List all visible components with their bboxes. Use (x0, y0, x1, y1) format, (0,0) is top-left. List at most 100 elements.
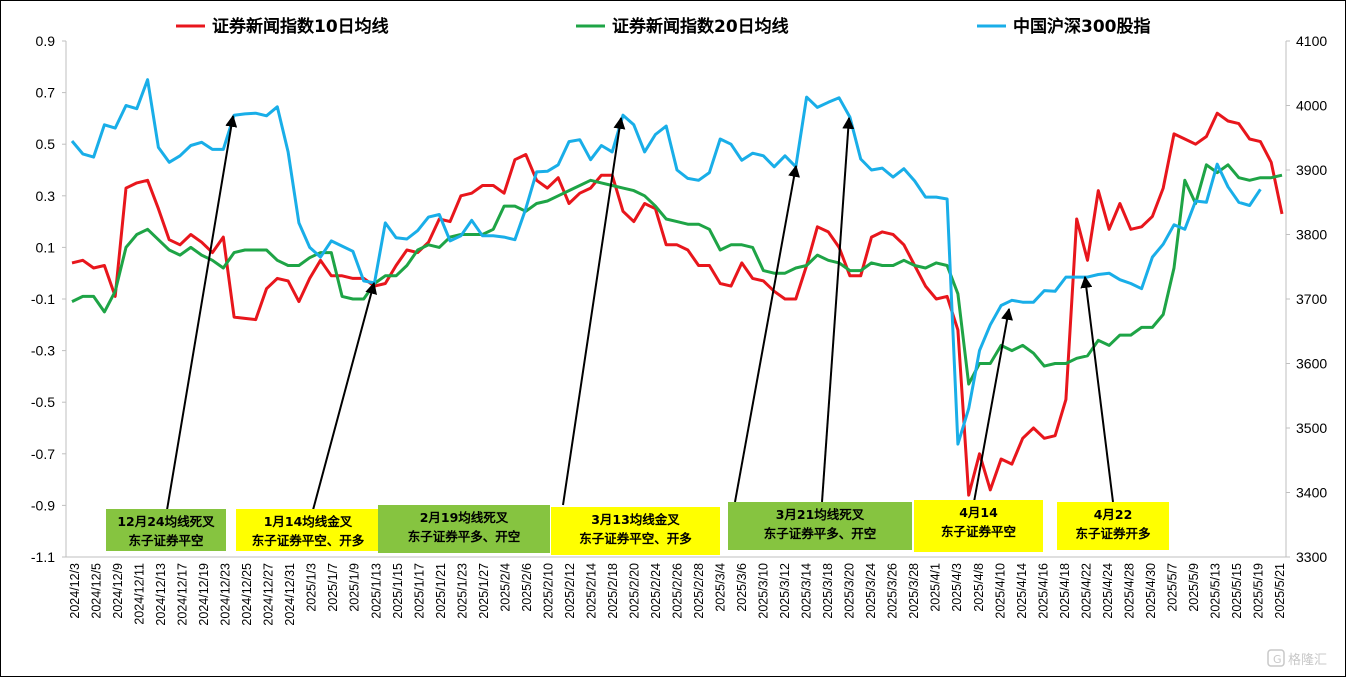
annotation-arrow (821, 116, 855, 503)
x-tick-label: 2024/12/27 (262, 563, 276, 626)
annotation-text: 12月24均线死叉 (117, 514, 215, 529)
x-tick-label: 2025/4/8 (972, 563, 986, 612)
annotation-text: 4月14 (959, 505, 998, 520)
annotation-text: 东子证券平空、开多 (252, 533, 365, 548)
x-tick-label: 2025/2/14 (584, 563, 598, 619)
x-tick-label: 2025/1/17 (412, 563, 426, 619)
x-tick-label: 2025/4/14 (1015, 563, 1029, 619)
plot-area (70, 78, 1284, 497)
watermark-logo-icon (1267, 649, 1285, 667)
watermark: G 格隆汇 (1267, 649, 1327, 668)
x-tick-label: 2024/12/13 (154, 563, 168, 626)
x-tick-label: 2025/4/1 (929, 563, 943, 612)
y-axis-left: 0.9 0.7 0.5 0.3 0.1 -0.1 -0.3 -0.5 -0.7 -0.9 -1.1 (31, 33, 67, 565)
x-tick-label: 2025/1/13 (369, 563, 383, 619)
x-tick-label: 2025/3/20 (843, 563, 857, 619)
x-tick-label: 2025/5/21 (1273, 563, 1287, 619)
annotation-text: 东子证券开多 (1075, 526, 1151, 541)
x-tick-label: 2024/12/23 (219, 563, 233, 626)
y-left-tick-label: 0.5 (36, 136, 56, 152)
y-left-tick-label: -0.9 (31, 497, 55, 513)
x-tick-label: 2024/12/25 (240, 563, 254, 626)
x-tick-label: 2024/12/17 (176, 563, 190, 626)
series-line-2 (70, 78, 1262, 446)
annotation-text: 4月22 (1094, 507, 1133, 522)
y-right-tick-label: 3900 (1296, 162, 1327, 178)
x-tick-label: 2025/4/24 (1101, 563, 1115, 619)
y-left-tick-label: 0.9 (36, 33, 56, 49)
annotation-text: 3月21均线死叉 (776, 507, 865, 522)
x-tick-label: 2025/4/16 (1036, 563, 1050, 619)
x-tick-label: 2025/2/10 (541, 563, 555, 619)
annotation-text: 2月19均线死叉 (420, 510, 509, 525)
y-left-tick-label: -0.1 (31, 291, 55, 307)
x-tick-label: 2025/1/7 (326, 563, 340, 612)
x-tick-label: 2025/2/24 (649, 563, 663, 619)
annotation-arrow (312, 281, 377, 511)
x-tick-label: 2025/3/28 (907, 563, 921, 619)
legend-label: 中国沪深300股指 (1013, 16, 1151, 37)
x-tick-label: 2025/5/19 (1251, 563, 1265, 619)
x-tick-label: 2025/3/6 (735, 563, 749, 612)
x-tick-label: 2025/2/6 (520, 563, 534, 612)
x-tick-label: 2025/1/21 (434, 563, 448, 619)
series-line-0 (71, 111, 1284, 497)
y-right-tick-label: 4100 (1296, 33, 1327, 49)
annotation-box (914, 500, 1043, 552)
y-axis-right: 4100 4000 3900 3800 3700 3600 3500 3400 3300 (1285, 33, 1327, 565)
annotation-arrow (973, 307, 1013, 503)
annotation-text: 东子证券平空、开多 (579, 531, 692, 546)
annotation-arrow (734, 164, 800, 503)
x-tick-label: 2025/5/9 (1187, 563, 1201, 612)
x-axis: 2024/12/3 2024/12/5 2024/12/9 2024/12/11 202… (66, 556, 1287, 626)
x-tick-label: 2025/1/27 (477, 563, 491, 619)
x-tick-label: 2025/5/7 (1165, 563, 1179, 612)
x-tick-label: 2024/12/9 (111, 563, 125, 619)
x-tick-label: 2025/4/10 (993, 563, 1007, 619)
x-tick-label: 2025/4/3 (950, 563, 964, 612)
x-tick-label: 2025/3/12 (778, 563, 792, 619)
x-tick-label: 2025/4/28 (1122, 563, 1136, 619)
x-tick-label: 2025/3/18 (821, 563, 835, 619)
annotation-text: 1月14均线金叉 (264, 514, 353, 529)
y-right-tick-label: 3400 (1296, 485, 1327, 501)
annotation-box (236, 509, 380, 551)
watermark-logo-glyph: G (1273, 653, 1282, 666)
annotation-box (378, 505, 550, 553)
y-left-tick-label: 0.1 (36, 239, 56, 255)
annotation-box (1057, 502, 1169, 550)
annotation-text: 东子证券平多、开空 (408, 529, 521, 544)
y-right-tick-label: 4000 (1296, 98, 1327, 114)
legend: 证券新闻指数10日均线 证券新闻指数20日均线 中国沪深300股指 (176, 16, 1151, 37)
x-tick-label: 2025/2/4 (498, 563, 512, 612)
annotation-box (106, 509, 226, 551)
x-tick-label: 2025/5/13 (1208, 563, 1222, 619)
x-tick-label: 2025/2/20 (627, 563, 641, 619)
annotation-text: 3月13均线金叉 (591, 512, 680, 527)
x-tick-label: 2025/2/12 (563, 563, 577, 619)
x-tick-label: 2025/2/26 (671, 563, 685, 619)
x-tick-label: 2025/3/24 (864, 563, 878, 619)
x-tick-label: 2025/4/30 (1144, 563, 1158, 619)
series-line-1 (71, 163, 1283, 386)
annotation-arrow (166, 114, 238, 511)
legend-label: 证券新闻指数10日均线 (212, 16, 389, 37)
x-tick-label: 2025/3/4 (714, 563, 728, 612)
y-left-tick-label: -1.1 (31, 549, 55, 565)
annotation-box (728, 502, 912, 550)
x-tick-label: 2024/12/19 (197, 563, 211, 626)
x-tick-label: 2025/1/3 (305, 563, 319, 612)
x-tick-label: 2025/1/23 (455, 563, 469, 619)
annotation-text: 东子证券平多、开空 (764, 526, 877, 541)
x-tick-label: 2025/2/18 (606, 563, 620, 619)
legend-label: 证券新闻指数20日均线 (612, 16, 789, 37)
x-tick-label: 2024/12/11 (133, 563, 147, 625)
x-tick-label: 2025/3/10 (757, 563, 771, 619)
watermark-text: 格隆汇 (1288, 652, 1327, 668)
annotation-arrow (1080, 275, 1114, 503)
x-tick-label: 2025/3/14 (800, 563, 814, 619)
y-right-tick-label: 3500 (1296, 420, 1327, 436)
y-left-tick-label: 0.3 (36, 188, 56, 204)
